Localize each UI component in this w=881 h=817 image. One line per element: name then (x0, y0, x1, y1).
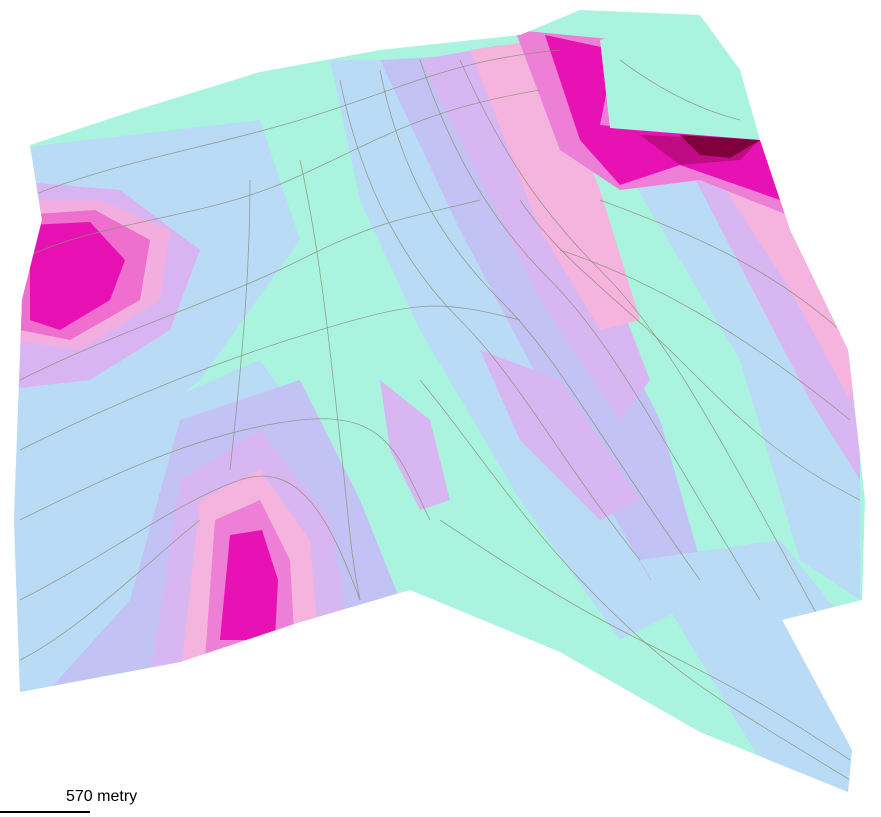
map: 570 metry (0, 0, 881, 817)
scale-label: 570 metry (66, 788, 137, 805)
terrain (0, 0, 881, 817)
page: 570 metry (() => { const data = JSON.par… (0, 0, 881, 817)
scale-bar: 570 metry (0, 788, 137, 812)
